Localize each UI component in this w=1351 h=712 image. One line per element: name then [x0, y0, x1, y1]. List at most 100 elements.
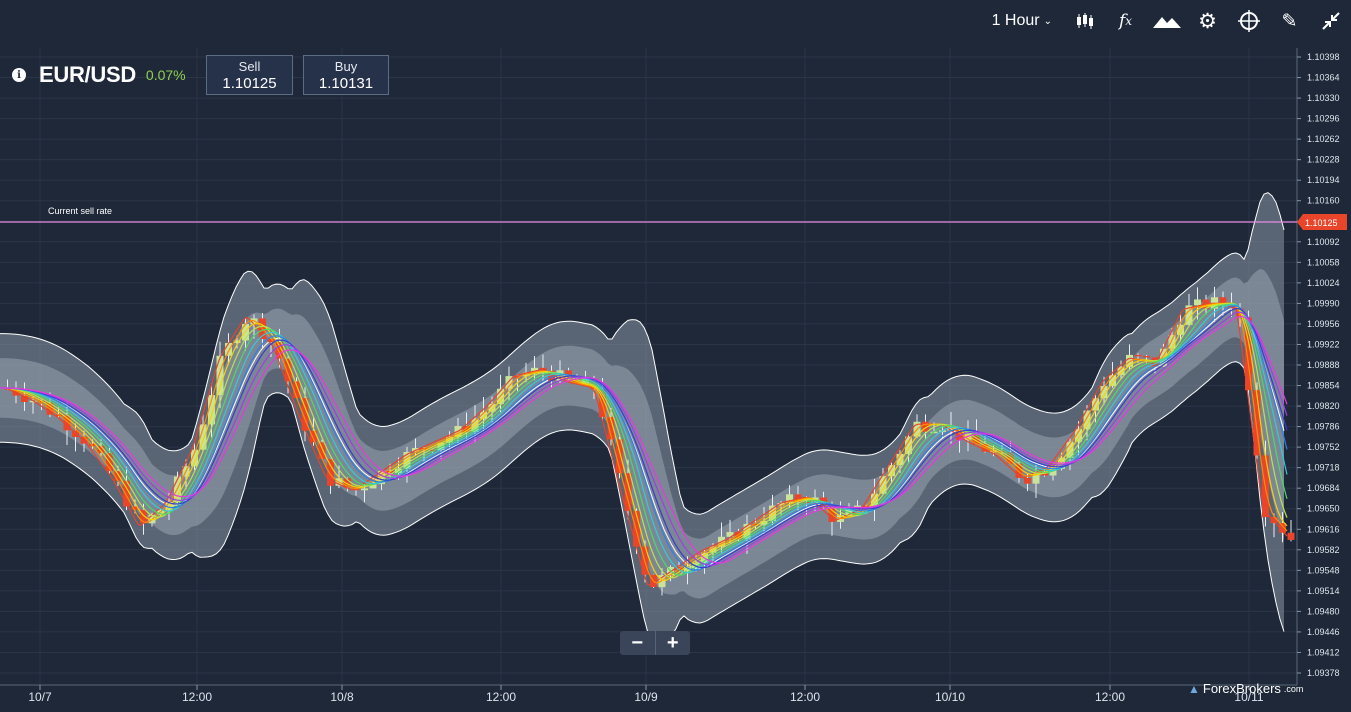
time-tick-label: 12:00 — [182, 690, 212, 704]
daily-change: 0.07% — [145, 67, 186, 83]
candle-up — [395, 468, 402, 473]
candle-down — [301, 397, 309, 431]
candle-up — [888, 465, 895, 477]
candle-down — [267, 339, 275, 343]
time-tick-label: 12:00 — [1095, 690, 1125, 704]
candle-up — [29, 400, 37, 403]
candle-down — [38, 400, 45, 403]
time-tick-label: 10/11 — [1234, 690, 1263, 704]
candle-up — [947, 426, 955, 431]
candle-down — [63, 415, 71, 431]
price-tick-label: 1.09446 — [1307, 627, 1340, 637]
candle-up — [480, 411, 487, 419]
candle-down — [327, 458, 334, 486]
candle-down — [140, 509, 147, 524]
time-tick-label: 10/10 — [935, 690, 965, 704]
crosshair-icon[interactable] — [1228, 0, 1269, 42]
candle-down — [131, 506, 139, 510]
sell-button[interactable]: Sell 1.10125 — [206, 55, 293, 95]
info-icon[interactable]: i — [12, 68, 26, 82]
lower-band-line — [0, 361, 1285, 648]
candle-down — [548, 370, 555, 381]
price-tick-label: 1.09582 — [1307, 545, 1340, 555]
candle-up — [488, 403, 496, 412]
price-tick-label: 1.10364 — [1307, 73, 1340, 83]
mountain-icon[interactable] — [1146, 0, 1187, 42]
price-tick-label: 1.09480 — [1307, 606, 1340, 616]
ma-ribbon-line — [0, 311, 1288, 566]
candle-down — [1134, 354, 1142, 357]
upper-band-line — [0, 192, 1285, 515]
candle-down — [616, 439, 623, 474]
price-tick-label: 1.10194 — [1307, 175, 1340, 185]
candle-up — [191, 449, 198, 467]
candle-up — [233, 340, 241, 343]
pencil-icon[interactable]: ✎ — [1281, 10, 1298, 32]
brand-logo-icon: ▲ — [1188, 681, 1200, 696]
inner-band-fill — [0, 268, 1284, 599]
price-tick-label: 1.10092 — [1307, 237, 1340, 247]
buy-label: Buy — [334, 59, 358, 74]
candle-down — [633, 510, 640, 547]
candle-down — [114, 471, 122, 481]
candle-down — [752, 523, 759, 526]
candle-down — [735, 532, 742, 540]
candle-up — [208, 395, 215, 425]
zoom-controls: − + — [620, 631, 690, 655]
price-tick-label: 1.10262 — [1307, 134, 1340, 144]
candle-up — [242, 324, 249, 341]
candle-down — [284, 358, 292, 382]
ma-ribbon-line — [0, 302, 1288, 586]
candle-down — [276, 342, 283, 359]
ma-ribbon-line — [0, 302, 1288, 581]
candle-up — [769, 505, 776, 521]
price-tick-label: 1.09378 — [1307, 668, 1340, 678]
candle-down — [310, 430, 317, 443]
zoom-out-button[interactable]: − — [620, 631, 656, 655]
current-rate-tag: 1.10125 — [1297, 214, 1347, 230]
candle-down — [344, 478, 351, 488]
candle-up — [531, 367, 538, 373]
buy-button[interactable]: Buy 1.10131 — [303, 55, 389, 95]
candle-down — [463, 426, 470, 433]
candle-up — [1126, 354, 1133, 367]
candle-up — [1194, 299, 1201, 306]
collapse-icon[interactable] — [1310, 0, 1351, 42]
gear-icon[interactable]: ⚙ — [1198, 9, 1217, 33]
candle-up — [1168, 334, 1176, 349]
candle-up — [786, 494, 793, 503]
price-tick-label: 1.09922 — [1307, 339, 1340, 349]
zoom-in-button[interactable]: + — [666, 631, 679, 654]
candle-up — [905, 436, 912, 454]
candle-up — [369, 484, 377, 489]
time-tick-label: 12:00 — [790, 690, 820, 704]
sell-label: Sell — [238, 59, 261, 74]
price-tick-label: 1.09956 — [1307, 319, 1340, 329]
candle-down — [21, 395, 28, 402]
candle-down — [1253, 390, 1261, 456]
time-tick-label: 12:00 — [486, 690, 516, 704]
price-tick-label: 1.09786 — [1307, 422, 1340, 432]
candle-down — [1143, 355, 1150, 358]
brand-name: ForexBrokers — [1202, 681, 1281, 696]
price-tick-label: 1.09820 — [1307, 401, 1340, 411]
ma-ribbon-line — [0, 302, 1288, 579]
ma-ribbon-line — [0, 304, 1288, 574]
candle-down — [539, 367, 547, 371]
candle-down — [429, 449, 436, 452]
price-tick-label: 1.09650 — [1307, 504, 1340, 514]
candle-up — [1049, 468, 1057, 476]
candle-up — [1185, 305, 1193, 325]
time-tick-label: 10/9 — [634, 690, 658, 704]
candle-up — [446, 436, 453, 443]
candle-up — [1032, 472, 1040, 484]
price-tick-label: 1.09412 — [1307, 647, 1340, 657]
price-tick-label: 1.09684 — [1307, 483, 1340, 493]
candle-up — [777, 502, 785, 506]
candle-up — [726, 532, 734, 537]
price-tick-label: 1.10160 — [1307, 196, 1340, 206]
candlestick-icon[interactable] — [1064, 0, 1105, 42]
timeframe-select[interactable]: 1 Hour ⌄ — [992, 0, 1064, 42]
